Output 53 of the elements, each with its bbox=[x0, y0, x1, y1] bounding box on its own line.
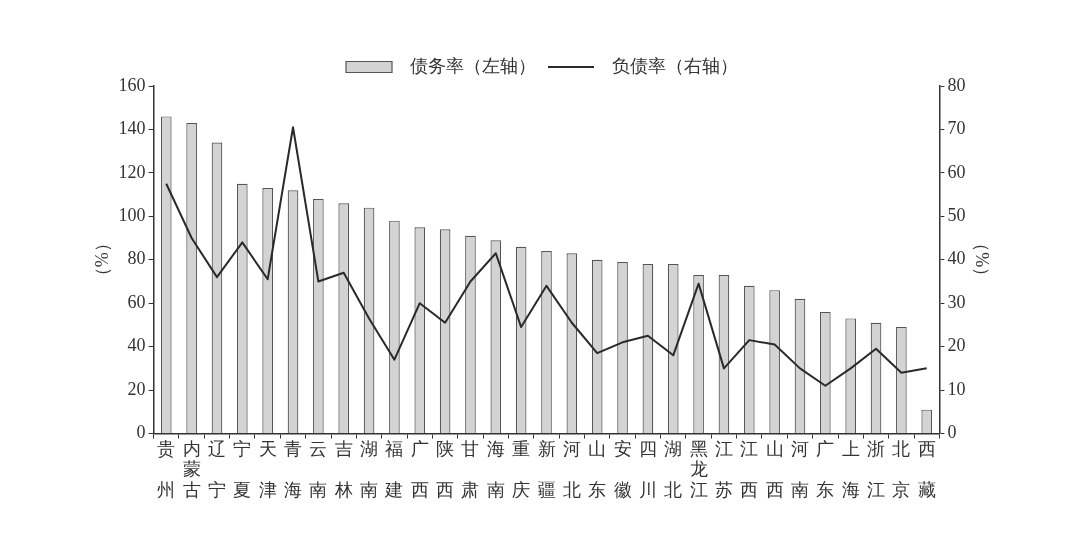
x-tick-label: 内蒙古 bbox=[182, 439, 201, 500]
y2-axis-title: （%） bbox=[972, 234, 993, 286]
y2-tick-label: 80 bbox=[947, 74, 966, 95]
y-tick-label: 0 bbox=[136, 422, 146, 443]
y2-tick-label: 40 bbox=[947, 248, 966, 269]
x-tick-label: 甘肃 bbox=[461, 439, 480, 500]
y-tick-label: 100 bbox=[118, 205, 146, 226]
x-tick-label: 重庆 bbox=[512, 439, 531, 500]
x-tick-label: 海南 bbox=[486, 439, 505, 500]
x-tick-label: 河南 bbox=[790, 439, 809, 500]
x-tick-label: 广西 bbox=[410, 439, 429, 500]
y2-tick-label: 10 bbox=[947, 378, 966, 399]
y2-tick-label: 70 bbox=[947, 118, 966, 139]
y2-tick-label: 0 bbox=[947, 422, 957, 443]
legend-label: 债务率（左轴） bbox=[401, 55, 536, 76]
x-tick-label: 天津 bbox=[258, 439, 277, 500]
y2-tick-label: 50 bbox=[947, 205, 966, 226]
x-tick-label: 吉林 bbox=[333, 439, 353, 500]
y2-tick-label: 60 bbox=[947, 161, 966, 182]
y-tick-label: 120 bbox=[118, 161, 146, 182]
x-tick-label: 新疆 bbox=[537, 439, 556, 500]
x-tick-label: 安徽 bbox=[613, 439, 632, 500]
y2-tick-label: 20 bbox=[947, 335, 966, 356]
x-tick-label: 浙江 bbox=[867, 439, 886, 500]
x-tick-label: 山东 bbox=[588, 439, 607, 500]
x-tick-label: 上海 bbox=[841, 439, 860, 500]
x-tick-label: 贵州 bbox=[157, 439, 176, 500]
x-tick-label: 北京 bbox=[892, 439, 911, 500]
x-tick-label: 宁夏 bbox=[233, 439, 252, 500]
x-tick-label: 云南 bbox=[309, 439, 328, 500]
x-tick-label: 四川 bbox=[638, 439, 657, 500]
x-tick-label: 广东 bbox=[816, 439, 835, 500]
y-tick-label: 160 bbox=[118, 74, 146, 95]
x-tick-label: 山西 bbox=[765, 439, 784, 500]
x-tick-label: 陕西 bbox=[436, 439, 455, 500]
x-tick-label: 湖南 bbox=[360, 439, 379, 500]
x-tick-label: 江苏 bbox=[714, 439, 733, 500]
x-tick-label: 青海 bbox=[284, 439, 303, 500]
x-tick-label: 河北 bbox=[562, 439, 581, 500]
x-tick-label: 辽宁 bbox=[207, 439, 226, 500]
x-tick-label: 江西 bbox=[740, 439, 759, 500]
legend-label: 负债率（右轴） bbox=[603, 55, 738, 76]
y-axis-title: （%） bbox=[91, 234, 112, 286]
y-tick-label: 140 bbox=[118, 118, 146, 139]
y-tick-label: 60 bbox=[127, 291, 146, 312]
y-tick-label: 40 bbox=[127, 335, 146, 356]
y-tick-label: 20 bbox=[127, 378, 146, 399]
y2-tick-label: 30 bbox=[947, 291, 966, 312]
x-tick-label: 黑龙江 bbox=[689, 439, 708, 500]
x-tick-label: 福建 bbox=[384, 439, 404, 500]
y-tick-label: 80 bbox=[127, 248, 146, 269]
x-tick-label: 湖北 bbox=[664, 439, 683, 500]
x-tick-label: 西藏 bbox=[917, 439, 936, 500]
